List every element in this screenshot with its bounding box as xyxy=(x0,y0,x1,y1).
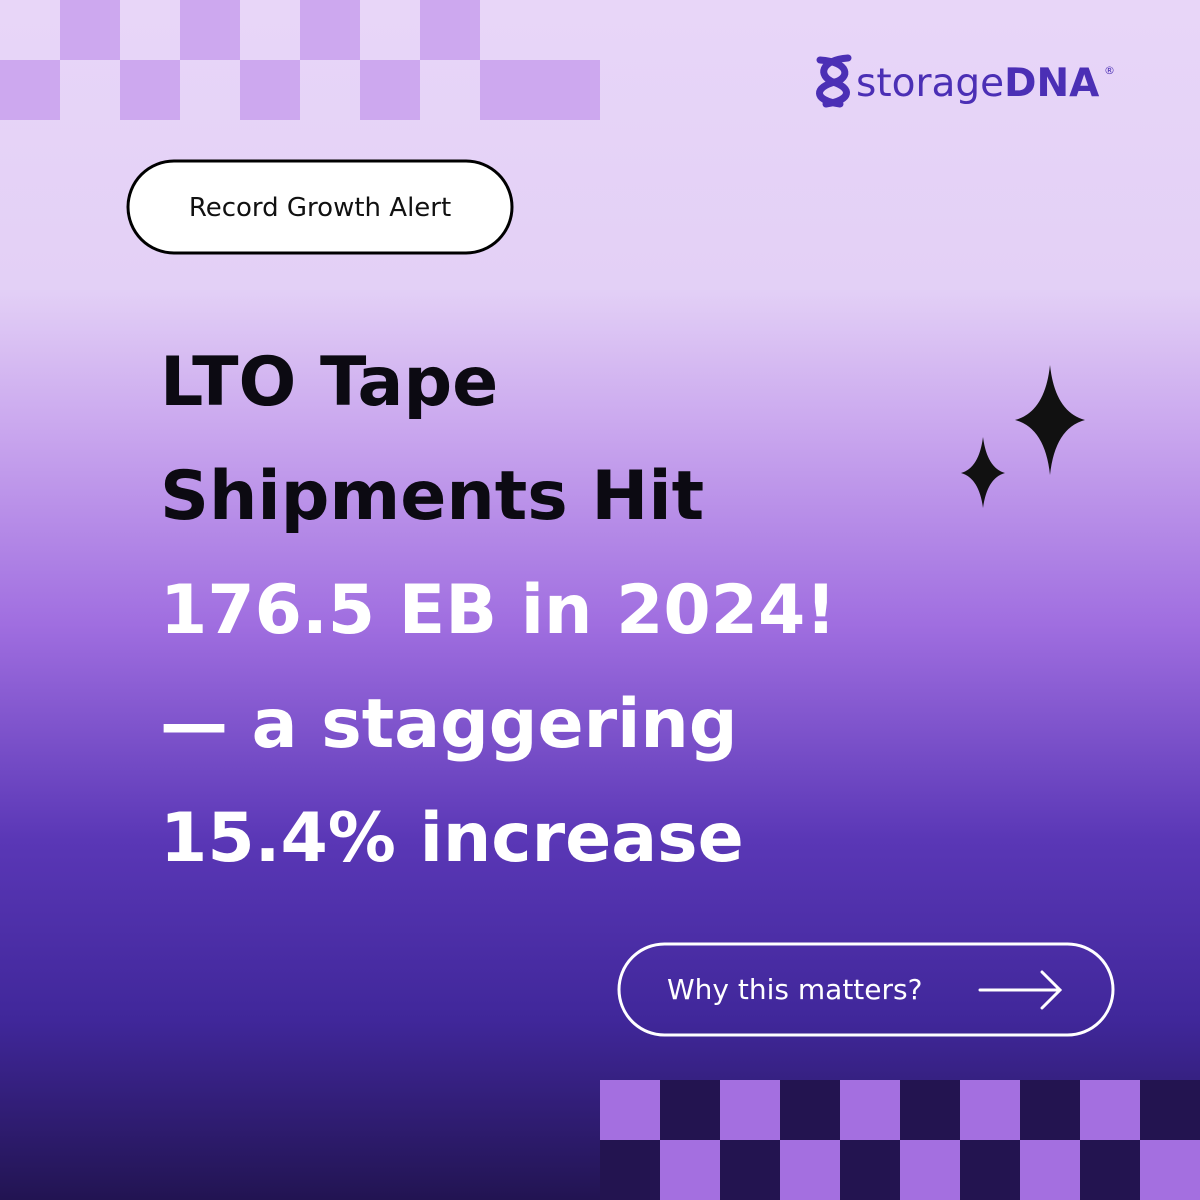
registered-mark: ® xyxy=(1104,64,1115,77)
headline-line: LTO Tape xyxy=(160,343,498,422)
sparkle xyxy=(1015,365,1085,475)
checker-square xyxy=(840,1140,900,1200)
checker-pattern xyxy=(600,1080,1200,1200)
checker-square xyxy=(1140,1080,1200,1140)
button-outline[interactable] xyxy=(617,942,1115,1037)
checker-square xyxy=(720,1140,780,1200)
headline-line: Shipments Hit xyxy=(160,457,704,536)
checker-square xyxy=(720,1080,780,1140)
cta-button[interactable]: Why this matters? xyxy=(617,942,1115,1037)
headline-line: 15.4% increase xyxy=(160,799,744,878)
badge-text: Record Growth Alert xyxy=(189,193,451,223)
button-text[interactable]: Why this matters? xyxy=(667,973,922,1006)
checker-pattern xyxy=(0,0,600,120)
checker-square xyxy=(1140,1140,1200,1200)
sparkles xyxy=(961,365,1085,508)
logo-word: DNA xyxy=(1004,61,1099,106)
checker-square xyxy=(420,0,480,60)
checker-square xyxy=(240,60,300,120)
checker-square xyxy=(480,60,540,120)
checker-square xyxy=(780,1140,840,1200)
checker-square xyxy=(1020,1080,1080,1140)
checker-square xyxy=(0,60,60,120)
checker-square xyxy=(180,0,240,60)
checker-square xyxy=(60,0,120,60)
checker-square xyxy=(600,1080,660,1140)
checker-square xyxy=(120,60,180,120)
checker-square xyxy=(960,1140,1020,1200)
logo-icon xyxy=(816,54,852,108)
headline: LTO Tape Shipments Hit 176.5 EB in 2024! — … xyxy=(160,343,836,878)
badge: Record Growth Alert xyxy=(126,159,514,255)
checker-square xyxy=(600,1140,660,1200)
headline-line: 176.5 EB in 2024! xyxy=(160,571,836,650)
sparkle xyxy=(961,437,1005,508)
badge-outline xyxy=(126,159,514,255)
checker-square xyxy=(300,0,360,60)
arrow-icon xyxy=(978,970,1063,1010)
checker-square xyxy=(360,60,420,120)
logo: storageDNA ® xyxy=(816,54,1115,108)
checker-square xyxy=(1080,1140,1140,1200)
checker-square xyxy=(900,1140,960,1200)
checker-square xyxy=(660,1080,720,1140)
checker-square xyxy=(960,1080,1020,1140)
checker-square xyxy=(1020,1140,1080,1200)
headline-line: — a staggering xyxy=(160,685,738,764)
logo-word: storage xyxy=(856,61,1004,106)
checker-square xyxy=(780,1080,840,1140)
checker-square xyxy=(1080,1080,1140,1140)
checker-square xyxy=(840,1080,900,1140)
checker-square xyxy=(660,1140,720,1200)
checker-square xyxy=(540,60,600,120)
logo-text: storageDNA xyxy=(856,61,1099,106)
checker-square xyxy=(900,1080,960,1140)
